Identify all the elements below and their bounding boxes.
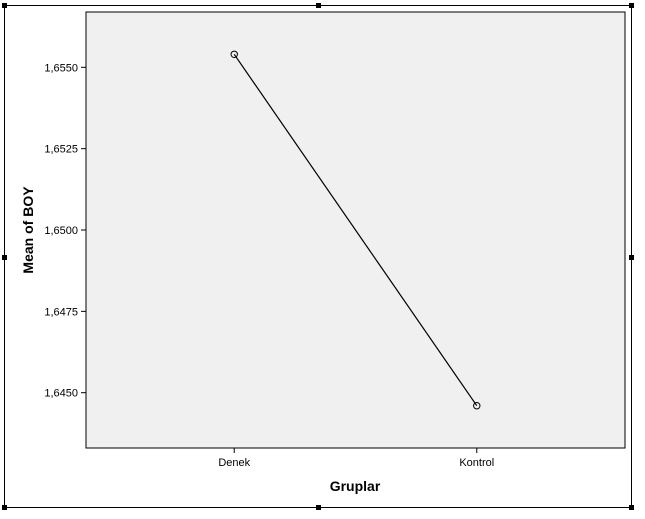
resize-handle-top-center[interactable] — [316, 3, 321, 8]
resize-handle-top-left[interactable] — [2, 3, 7, 8]
series-layer — [230, 50, 481, 410]
y-axis-title: Mean of BOY — [20, 186, 36, 274]
resize-handle-bottom-center[interactable] — [316, 505, 321, 510]
resize-handle-middle-left[interactable] — [2, 255, 7, 260]
y-tick-label: 1,6525 — [44, 144, 78, 156]
x-axis-title: Gruplar — [330, 478, 381, 494]
x-tick-label: Denek — [218, 457, 250, 469]
data-point — [230, 50, 238, 58]
y-axis-ticks: 1,6450 1,6475 1,6500 1,6525 1,6550 — [44, 62, 86, 400]
y-tick-label: 1,6550 — [44, 62, 78, 74]
resize-handle-top-right[interactable] — [629, 3, 634, 8]
x-tick-label: Kontrol — [459, 457, 494, 469]
data-point — [473, 402, 481, 410]
y-tick-label: 1,6500 — [44, 225, 78, 237]
resize-handle-bottom-left[interactable] — [2, 505, 7, 510]
resize-handle-middle-right[interactable] — [629, 255, 634, 260]
series-line — [233, 53, 478, 407]
x-axis-ticks: Denek Kontrol — [218, 448, 494, 469]
resize-handle-bottom-right[interactable] — [629, 505, 634, 510]
y-tick-label: 1,6475 — [44, 306, 78, 318]
y-tick-label: 1,6450 — [44, 388, 78, 400]
